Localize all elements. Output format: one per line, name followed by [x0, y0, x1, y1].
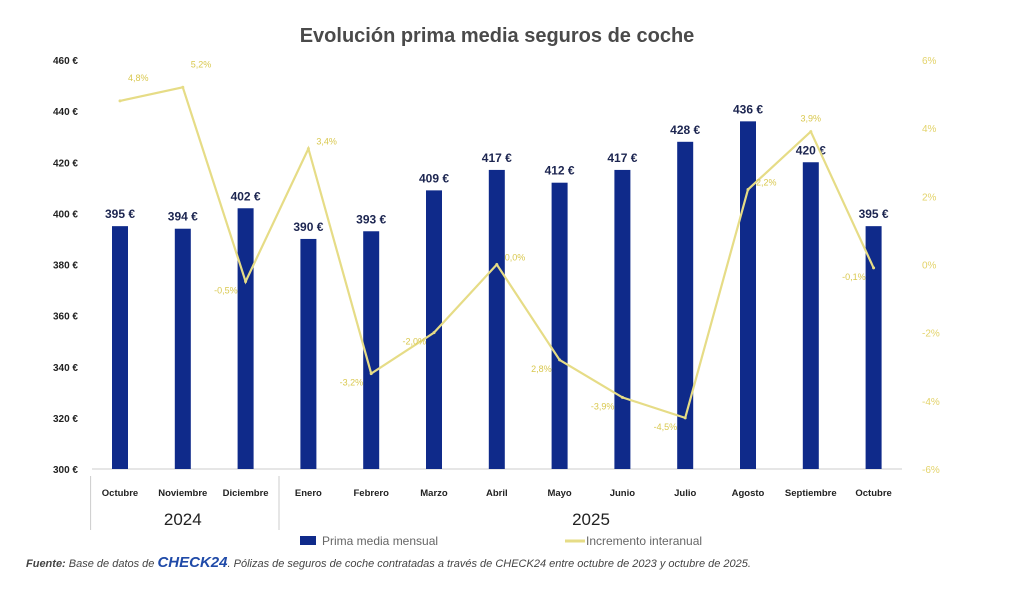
category-label: Diciembre: [223, 488, 269, 499]
bar-data-label: 417 €: [607, 151, 637, 165]
legend: Prima media mensual Incremento interanua…: [300, 534, 702, 548]
category-label: Marzo: [420, 488, 448, 499]
year-label: 2025: [572, 510, 610, 529]
footer-text-2: . Pólizas de seguros de coche contratada…: [228, 558, 751, 570]
bar: [174, 228, 191, 469]
line-data-label: -3,2%: [340, 378, 364, 388]
left-axis-tick: 300 €: [53, 465, 78, 476]
category-label: Septiembre: [785, 488, 837, 499]
line-series: 4,8% 5,2% -0,5% 3,4% -3,2% -2,0% 0,0% 2,8% -3,9%…: [118, 59, 876, 432]
right-axis-tick: -4%: [922, 397, 940, 408]
bar: [237, 208, 254, 469]
line-point: [620, 395, 624, 399]
line-point: [746, 188, 750, 192]
right-axis-tick: 6%: [922, 56, 937, 67]
category-label: Octubre: [102, 488, 138, 499]
line-data-label: -4,5%: [654, 422, 678, 432]
right-axis-tick: -6%: [922, 465, 940, 476]
bar: [865, 226, 882, 469]
line-point: [118, 99, 122, 103]
bar-data-label: 395 €: [105, 207, 135, 221]
left-axis-tick: 440 €: [53, 107, 78, 118]
category-label: Abril: [486, 488, 508, 499]
left-axis: 300 € 320 € 340 € 360 € 380 € 400 € 420 € 440 €…: [53, 56, 78, 476]
bar-data-label: 409 €: [419, 171, 449, 185]
bar-data-label: 402 €: [231, 189, 261, 203]
chart-title: Evolución prima media seguros de coche: [300, 25, 695, 47]
line-point: [306, 147, 310, 151]
line-data-label: 0,0%: [505, 253, 526, 263]
category-label: Agosto: [732, 488, 765, 499]
line-data-label: -2,0%: [402, 337, 426, 347]
category-label: Junio: [610, 488, 636, 499]
bar-data-label: 436 €: [733, 102, 763, 116]
line-data-label: 4,8%: [128, 73, 149, 83]
right-axis-tick: -2%: [922, 329, 940, 340]
bar: [551, 182, 568, 469]
left-axis-tick: 320 €: [53, 414, 78, 425]
bar: [802, 162, 819, 469]
line-point: [432, 331, 436, 335]
footer-text-1: Base de datos de: [66, 558, 158, 570]
line-point: [495, 263, 499, 266]
right-axis-tick: 4%: [922, 124, 937, 135]
left-axis-tick: 400 €: [53, 209, 78, 220]
line-data-label: 2,2%: [756, 178, 777, 188]
line-data-label: 3,9%: [801, 114, 822, 124]
line-data-label: -0,5%: [214, 286, 238, 296]
bar-data-label: 393 €: [356, 212, 386, 226]
year-labels: 2024 2025: [90, 476, 610, 530]
line-point: [683, 416, 687, 420]
bar: [426, 190, 442, 469]
bar-data-label: 390 €: [293, 220, 323, 234]
bar: [300, 238, 317, 469]
line-data-label: 3,4%: [316, 137, 337, 147]
bar: [112, 226, 128, 469]
bar-data-label: 428 €: [670, 123, 700, 137]
category-label: Octubre: [855, 488, 891, 499]
bar: [740, 121, 756, 469]
line-point: [809, 130, 813, 134]
line-data-label: -0,1%: [842, 272, 866, 282]
right-axis-tick: 2%: [922, 192, 937, 203]
bar: [677, 141, 694, 470]
bar-data-label: 394 €: [168, 210, 198, 224]
bar: [614, 169, 631, 469]
bar-data-label: 417 €: [482, 151, 512, 165]
right-axis-tick: 0%: [922, 261, 937, 272]
check24-logo: CHECK24: [157, 554, 228, 571]
bar: [363, 231, 380, 469]
line-point: [181, 85, 185, 89]
category-labels: Octubre Noviembre Diciembre Enero Febrero Mar…: [102, 488, 892, 499]
left-axis-tick: 460 €: [53, 56, 78, 67]
bar-data-label: 412 €: [545, 164, 575, 178]
bar: [488, 169, 505, 469]
line-data-label: 2,8%: [531, 364, 552, 374]
category-label: Julio: [674, 488, 696, 499]
category-label: Febrero: [354, 488, 390, 499]
right-axis: -6% -4% -2% 0% 2% 4% 6%: [922, 56, 940, 476]
left-axis-tick: 420 €: [53, 158, 78, 169]
line-data-label: 5,2%: [191, 59, 212, 69]
legend-label-bar: Prima media mensual: [322, 534, 438, 548]
line-point: [872, 266, 876, 270]
category-label: Noviembre: [158, 488, 207, 499]
left-axis-tick: 340 €: [53, 363, 78, 374]
left-axis-tick: 360 €: [53, 312, 78, 323]
line-point: [244, 280, 248, 284]
left-axis-tick: 380 €: [53, 261, 78, 272]
line-point: [558, 358, 562, 362]
category-label: Mayo: [547, 488, 571, 499]
line-point: [369, 372, 373, 376]
footer-source: Fuente: Base de datos de CHECK24. Póliza…: [26, 554, 751, 571]
line-data-label: -3,9%: [591, 401, 615, 411]
year-label: 2024: [164, 510, 202, 529]
category-label: Enero: [295, 488, 322, 499]
footer-source-label: Fuente:: [26, 558, 66, 570]
bar-data-label: 395 €: [859, 207, 889, 221]
legend-label-line: Incremento interanual: [586, 534, 702, 548]
legend-swatch-bar: [300, 536, 316, 545]
